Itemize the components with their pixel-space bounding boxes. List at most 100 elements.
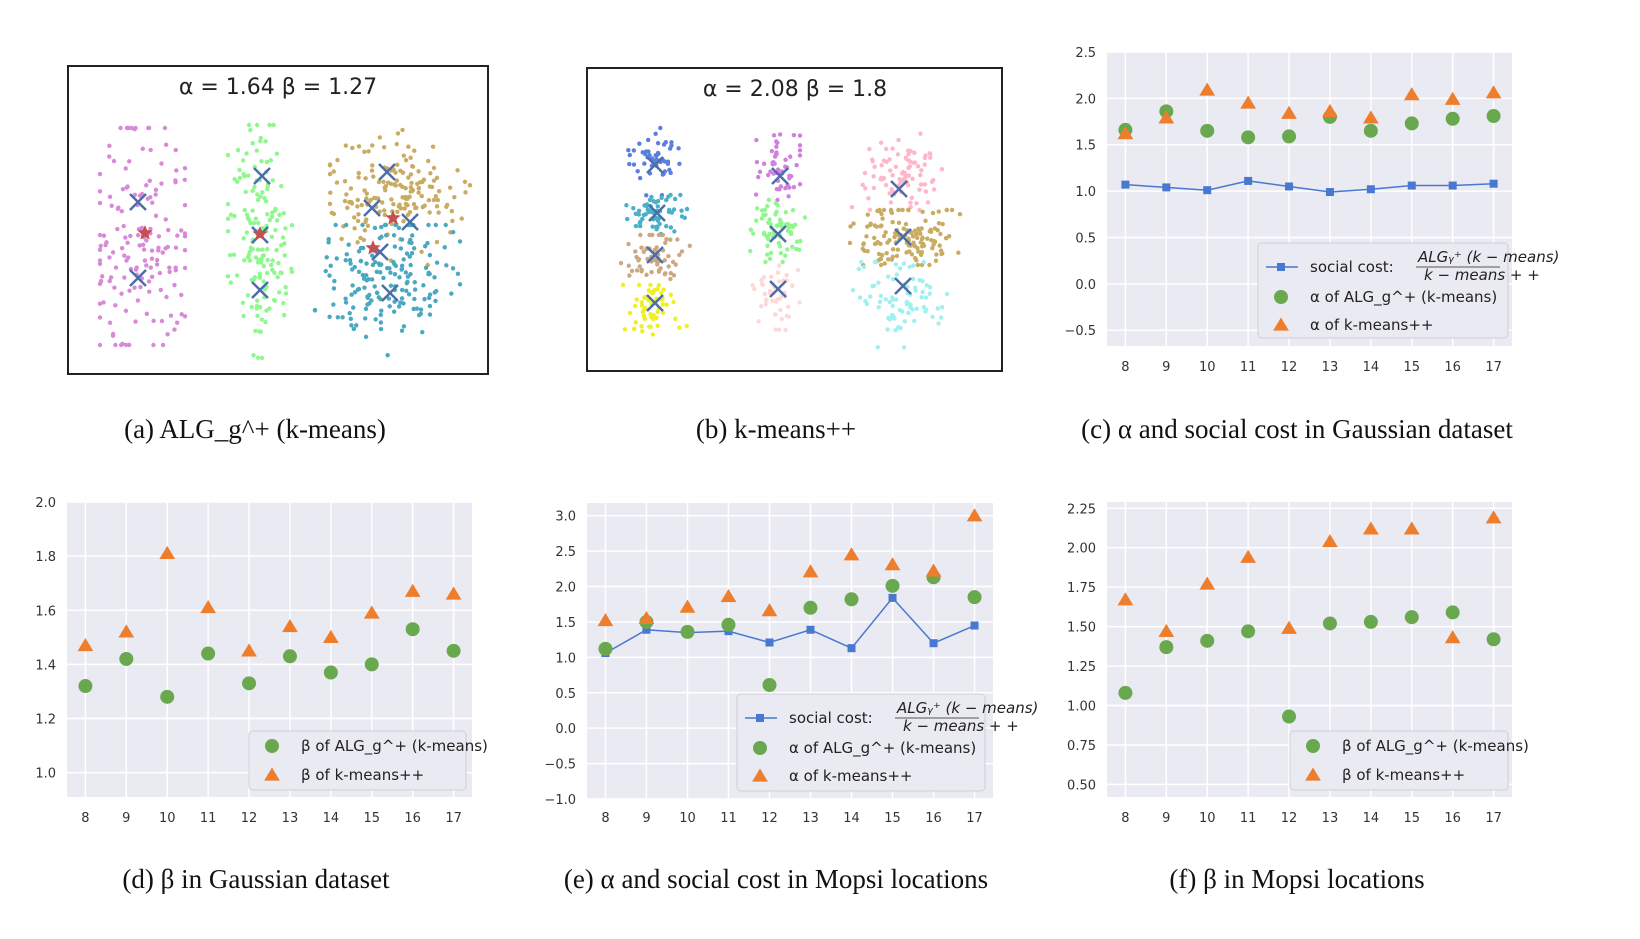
- data-point: [364, 273, 369, 278]
- data-point: [790, 283, 795, 288]
- data-point: [917, 231, 923, 236]
- data-point: [279, 183, 284, 189]
- data-point: [379, 308, 384, 313]
- data-point: [261, 279, 266, 284]
- data-point: [883, 182, 889, 188]
- data-point: [794, 239, 800, 244]
- data-point: [250, 246, 255, 252]
- x-tick-label: 16: [1444, 360, 1461, 375]
- data-point: [419, 193, 424, 199]
- x-tick-label: 17: [1485, 811, 1502, 826]
- data-point: [399, 237, 405, 242]
- data-point: [391, 233, 397, 238]
- data-point: [774, 139, 779, 144]
- data-point: [887, 191, 892, 196]
- data-point: [412, 280, 417, 285]
- kmeanspp-point: [1322, 103, 1338, 117]
- data-point: [342, 198, 348, 204]
- data-point: [641, 313, 647, 318]
- data-point: [405, 212, 411, 217]
- data-point: [107, 194, 113, 200]
- data-point: [662, 159, 667, 164]
- legend-label: β of k-means++: [1342, 766, 1465, 784]
- y-tick-label: 0.0: [555, 722, 576, 737]
- data-point: [636, 256, 642, 262]
- data-point: [659, 290, 664, 296]
- data-point: [258, 304, 263, 310]
- data-point: [885, 274, 891, 279]
- data-point: [759, 304, 764, 309]
- data-point: [431, 197, 437, 203]
- data-point: [882, 261, 887, 266]
- alg-point: [1200, 633, 1215, 648]
- data-point: [762, 232, 767, 237]
- legend-circle-icon: [753, 741, 767, 755]
- social-cost-point: [765, 638, 774, 647]
- data-point: [104, 240, 109, 245]
- y-tick-label: 2.5: [1075, 46, 1096, 61]
- data-point: [168, 313, 174, 318]
- data-point: [355, 240, 360, 245]
- x-tick-label: 16: [404, 811, 421, 826]
- data-point: [148, 226, 153, 232]
- data-point: [639, 300, 645, 305]
- data-point: [160, 250, 165, 255]
- data-point: [350, 283, 355, 288]
- kmeanspp-point: [77, 637, 94, 652]
- center-cross-marker: [771, 167, 789, 185]
- x-tick-label: 12: [241, 811, 258, 826]
- data-point: [897, 266, 903, 271]
- data-point: [679, 208, 684, 213]
- data-point: [403, 185, 408, 191]
- alg-point: [119, 651, 134, 666]
- data-point: [790, 244, 795, 249]
- data-point: [627, 161, 632, 167]
- data-point: [655, 309, 660, 315]
- data-point: [119, 245, 125, 251]
- data-point: [631, 148, 637, 153]
- y-tick-label: 1.5: [555, 616, 576, 631]
- data-point: [774, 151, 779, 157]
- data-point: [132, 285, 137, 290]
- data-point: [668, 276, 673, 282]
- data-point: [778, 184, 784, 189]
- data-point: [326, 237, 331, 242]
- data-point: [123, 235, 128, 240]
- data-point: [910, 234, 916, 239]
- data-point: [906, 207, 911, 213]
- alg-point: [1445, 605, 1460, 620]
- alg-point: [201, 646, 216, 661]
- center-cross-marker: [894, 277, 912, 295]
- data-point: [763, 302, 768, 307]
- data-point: [384, 233, 389, 238]
- data-point: [173, 268, 179, 273]
- data-point: [887, 157, 892, 162]
- data-point: [334, 256, 339, 261]
- data-point: [270, 258, 275, 263]
- data-point: [344, 192, 349, 197]
- data-point: [802, 215, 808, 220]
- data-point: [921, 243, 927, 249]
- data-point: [917, 187, 922, 192]
- data-point: [773, 201, 778, 206]
- data-point: [666, 264, 671, 269]
- data-point: [896, 207, 901, 213]
- data-point: [163, 142, 169, 147]
- data-point: [654, 315, 659, 321]
- data-point: [347, 310, 352, 316]
- kmeanspp-point: [761, 603, 778, 617]
- kmeanspp-point: [597, 613, 614, 627]
- data-point: [272, 270, 277, 276]
- legend: β of ALG_g^+ (k-means) β of k-means++: [1289, 730, 1529, 791]
- data-point: [434, 260, 440, 265]
- data-point: [765, 203, 770, 209]
- data-point: [97, 315, 103, 320]
- data-point: [98, 278, 104, 284]
- data-point: [640, 216, 645, 222]
- data-point: [927, 151, 932, 156]
- data-point: [383, 187, 388, 193]
- data-point: [410, 233, 415, 238]
- data-point: [160, 342, 166, 348]
- data-point: [789, 223, 794, 229]
- data-point: [644, 193, 649, 198]
